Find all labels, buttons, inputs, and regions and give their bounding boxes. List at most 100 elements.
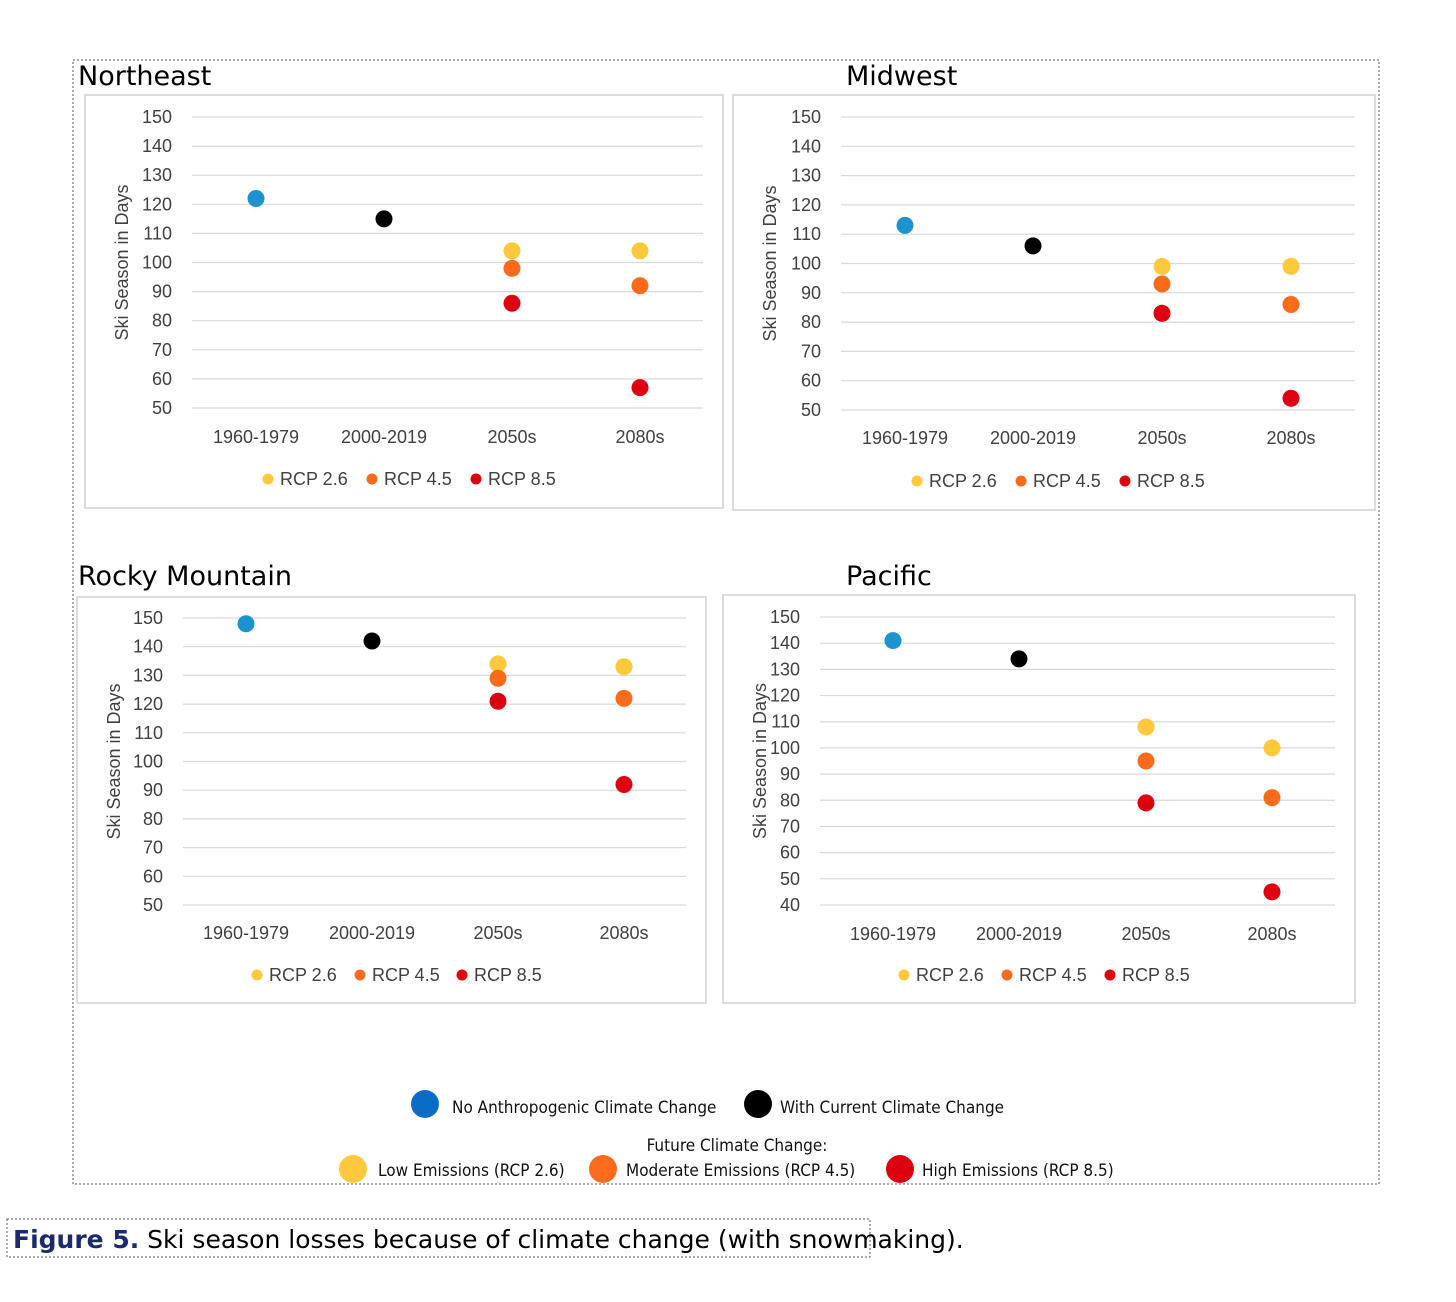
data-point-rcp45 <box>631 277 649 295</box>
x-tick-label: 2080s <box>615 427 664 447</box>
data-point-rcp85 <box>1153 304 1171 322</box>
data-point-rcp45 <box>1263 789 1281 807</box>
y-tick-label: 50 <box>801 400 821 420</box>
data-point-rcp26 <box>1153 257 1171 275</box>
data-point-current <box>363 632 381 650</box>
y-tick-label: 50 <box>143 895 163 915</box>
figure-outer-border <box>72 59 1380 1185</box>
x-tick-label: 2080s <box>1247 924 1296 944</box>
y-tick-label: 80 <box>801 312 821 332</box>
legend-label-rcp85: RCP 8.5 <box>474 965 542 985</box>
chart-frame <box>76 596 707 1004</box>
legend-marker-rcp85 <box>1104 969 1116 981</box>
y-tick-label: 90 <box>143 780 163 800</box>
legend-label-rcp45: Moderate Emissions (RCP 4.5) <box>626 1161 855 1181</box>
x-tick-label: 2050s <box>1121 924 1170 944</box>
y-tick-label: 100 <box>142 253 172 273</box>
figure-caption: Figure 5. Ski season losses because of c… <box>13 1225 964 1254</box>
data-point-rcp45 <box>615 689 633 707</box>
y-tick-label: 130 <box>133 665 163 685</box>
y-tick-label: 110 <box>792 224 821 244</box>
caption-text: Ski season losses because of climate cha… <box>139 1225 963 1254</box>
x-tick-label: 1960-1979 <box>213 427 299 447</box>
legend-marker-rcp45 <box>366 473 378 485</box>
data-point-rcp45 <box>1137 752 1155 770</box>
chart-title: Northeast <box>78 61 211 92</box>
x-tick-label: 2050s <box>1137 428 1186 448</box>
y-tick-label: 150 <box>770 607 800 627</box>
legend-label-rcp26: RCP 2.6 <box>269 965 337 985</box>
chart-rocky-mountain: Rocky Mountain 50 60 70 80 90 100 110 120 130 140 1… <box>76 561 707 1004</box>
y-tick-label: 60 <box>801 371 821 391</box>
y-tick-label: 100 <box>133 752 163 772</box>
data-point-rcp85 <box>615 775 633 793</box>
legend-label-rcp45: RCP 4.5 <box>1019 965 1087 985</box>
caption-label: Figure 5. <box>13 1225 139 1254</box>
caption-border <box>6 1218 871 1258</box>
legend-marker-rcp26 <box>898 969 910 981</box>
data-point-rcp26 <box>503 242 521 260</box>
y-tick-label: 70 <box>801 341 821 361</box>
legend-label-rcp26: Low Emissions (RCP 2.6) <box>378 1161 565 1181</box>
legend-marker-rcp45 <box>1015 475 1027 487</box>
y-axis-label: Ski Season in Days <box>760 185 780 341</box>
data-point-rcp26 <box>615 658 633 676</box>
data-point-rcp85 <box>1263 883 1281 901</box>
legend-marker-rcp26 <box>911 475 923 487</box>
legend-label-rcp26: RCP 2.6 <box>916 965 984 985</box>
x-tick-label: 1960-1979 <box>203 923 289 943</box>
legend-dot-no-anthropogenic <box>411 1090 439 1118</box>
data-point-rcp45 <box>1282 296 1300 314</box>
legend-heading-future: Future Climate Change: <box>647 1136 828 1156</box>
chart-title: Midwest <box>846 61 957 92</box>
y-tick-label: 80 <box>152 311 172 331</box>
y-tick-label: 60 <box>152 369 172 389</box>
legend-label-rcp45: RCP 4.5 <box>372 965 440 985</box>
shared-legend: No Anthropogenic Climate Change With Cur… <box>339 1090 1114 1183</box>
y-tick-label: 120 <box>791 195 821 215</box>
legend-label-current: With Current Climate Change <box>780 1098 1004 1118</box>
data-point-rcp45 <box>503 259 521 277</box>
legend-marker-rcp26 <box>251 969 263 981</box>
data-point-no_anthro <box>884 632 902 650</box>
y-tick-label: 100 <box>770 738 800 758</box>
data-point-no_anthro <box>247 189 265 207</box>
data-point-rcp85 <box>503 294 521 312</box>
legend-marker-rcp45 <box>1001 969 1013 981</box>
legend-label-rcp26: RCP 2.6 <box>929 471 997 491</box>
data-point-current <box>1024 237 1042 255</box>
data-point-rcp85 <box>1137 794 1155 812</box>
y-tick-label: 150 <box>142 107 172 127</box>
y-tick-label: 110 <box>143 223 172 243</box>
x-tick-label: 2050s <box>473 923 522 943</box>
legend-label-rcp85: RCP 8.5 <box>488 469 556 489</box>
legend-marker-rcp85 <box>1119 475 1131 487</box>
y-tick-label: 70 <box>780 816 800 836</box>
y-tick-label: 140 <box>142 136 172 156</box>
data-point-rcp26 <box>1263 739 1281 757</box>
chart-pacific: Pacific 40 50 60 70 80 90 100 110 120 130 140 150 Ski… <box>722 561 1356 1004</box>
y-tick-label: 120 <box>133 694 163 714</box>
legend-label-no-anthropogenic: No Anthropogenic Climate Change <box>452 1098 716 1118</box>
y-tick-label: 40 <box>780 895 800 915</box>
y-tick-label: 90 <box>780 764 800 784</box>
data-point-rcp26 <box>489 655 507 673</box>
y-tick-label: 90 <box>801 283 821 303</box>
data-point-rcp26 <box>631 242 649 260</box>
y-tick-label: 70 <box>143 838 163 858</box>
x-tick-label: 2080s <box>1266 428 1315 448</box>
y-tick-label: 150 <box>791 107 821 127</box>
x-tick-label: 2000-2019 <box>990 428 1076 448</box>
y-tick-label: 140 <box>770 633 800 653</box>
y-tick-label: 70 <box>152 340 172 360</box>
y-tick-label: 110 <box>134 723 163 743</box>
x-tick-label: 2050s <box>487 427 536 447</box>
y-tick-label: 60 <box>780 843 800 863</box>
y-tick-label: 130 <box>770 659 800 679</box>
data-point-no_anthro <box>896 216 914 234</box>
legend-marker-rcp45 <box>354 969 366 981</box>
y-tick-label: 120 <box>142 194 172 214</box>
legend-label-rcp85: RCP 8.5 <box>1122 965 1190 985</box>
y-tick-label: 50 <box>152 398 172 418</box>
legend-label-rcp26: RCP 2.6 <box>280 469 348 489</box>
